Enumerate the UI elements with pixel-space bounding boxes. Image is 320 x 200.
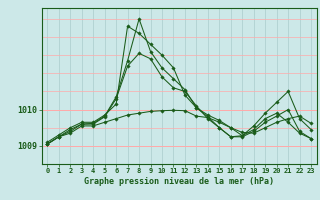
X-axis label: Graphe pression niveau de la mer (hPa): Graphe pression niveau de la mer (hPa) xyxy=(84,177,274,186)
